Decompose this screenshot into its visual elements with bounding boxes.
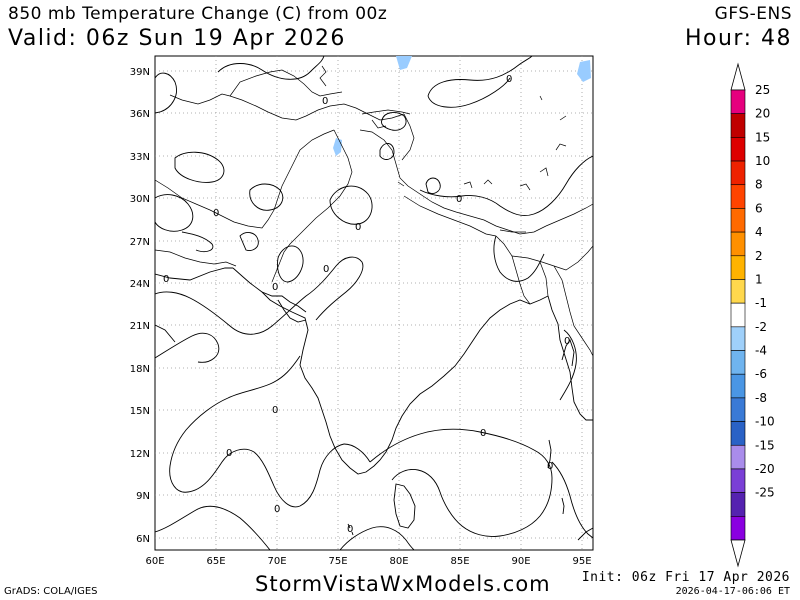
legend-swatch [730, 255, 746, 280]
legend-label: 20 [755, 107, 770, 121]
lat-label: 33N [130, 152, 150, 163]
legend-swatch [730, 231, 746, 257]
contour-label: 0 [456, 194, 462, 205]
lat-label: 12N [130, 449, 150, 460]
lat-label: 21N [130, 321, 150, 332]
legend-label: -15 [755, 438, 775, 452]
contour-label: 0 [564, 336, 570, 347]
lon-label: 75E [328, 556, 347, 567]
lat-label: 24N [130, 279, 150, 290]
lon-label: 65E [206, 556, 225, 567]
cold-patch [577, 60, 591, 82]
legend-label: 2 [755, 249, 763, 263]
legend-swatch [730, 516, 746, 541]
valid-time: Valid: 06z Sun 19 Apr 2026 [8, 26, 346, 51]
contour-label: 0 [272, 405, 278, 416]
contour-label: 0 [547, 461, 553, 472]
cold-patch [396, 56, 412, 70]
legend-swatch [730, 89, 746, 114]
lat-label: 18N [130, 364, 150, 375]
legend-label: 10 [755, 154, 770, 168]
lon-label: 70E [267, 556, 286, 567]
lon-label: 90E [511, 556, 530, 567]
contour-label: 0 [506, 74, 512, 85]
legend-swatch [730, 113, 746, 138]
legend-swatch [730, 208, 746, 233]
map-frame [154, 55, 594, 551]
generated-timestamp: 2026-04-17-06:06 ET [675, 586, 790, 597]
legend-label: -4 [755, 344, 767, 358]
cold-patch [333, 138, 342, 156]
legend-swatch [730, 421, 746, 446]
contour-label: 0 [213, 208, 219, 219]
legend-arrow-bottom [730, 539, 746, 568]
borders [155, 65, 593, 357]
map-title: 850 mb Temperature Change (C) from 00z [8, 4, 388, 24]
lat-label: 27N [130, 237, 150, 248]
lat-label: 6N [136, 534, 150, 545]
legend-label: -25 [755, 486, 775, 500]
longitude-labels: 60E 65E 70E 75E 80E 85E 90E 95E [145, 556, 591, 567]
contour-label: 0 [226, 448, 232, 459]
contour-label: 0 [323, 264, 329, 275]
legend-label: -1 [755, 296, 767, 310]
lon-label: 95E [572, 556, 591, 567]
legend-swatch [730, 279, 746, 304]
legend-label: 4 [755, 225, 763, 239]
legend-swatch [730, 397, 746, 422]
site-name: StormVistaWxModels.com [255, 572, 551, 596]
legend-swatch [730, 373, 746, 399]
legend-label: -8 [755, 391, 767, 405]
legend-swatch [730, 137, 746, 162]
contour-label: 0 [355, 222, 361, 233]
legend-swatch [730, 350, 746, 375]
legend-label: 6 [755, 201, 763, 215]
forecast-hour: Hour: 48 [684, 26, 792, 51]
init-time: Init: 06z Fri 17 Apr 2026 [581, 570, 790, 585]
legend-label: 1 [755, 272, 763, 286]
grads-credit: GrADS: COLA/IGES [4, 586, 98, 597]
legend-swatch [730, 184, 746, 209]
legend-label: 25 [755, 83, 770, 97]
contour-labels: 0 0 0 0 0 0 0 0 0 0 0 0 0 0 0 [163, 74, 570, 535]
legend-swatch [730, 492, 746, 517]
lon-label: 80E [389, 556, 408, 567]
lat-label: 36N [130, 109, 150, 120]
contour-label: 0 [163, 274, 169, 285]
lat-label: 9N [136, 491, 150, 502]
coastlines [155, 267, 593, 541]
lon-label: 85E [450, 556, 469, 567]
legend-label: -20 [755, 462, 775, 476]
legend-label: 15 [755, 130, 770, 144]
contour-label: 0 [322, 96, 328, 107]
legend-label: 8 [755, 178, 763, 192]
legend-label: -6 [755, 367, 767, 381]
legend-swatch [730, 468, 746, 493]
lat-label: 30N [130, 194, 150, 205]
legend-swatch [730, 326, 746, 351]
contour-label: 0 [480, 428, 486, 439]
contour-label: 0 [347, 524, 353, 535]
legend-swatch [730, 444, 746, 470]
legend-arrow-top [730, 62, 746, 91]
lat-label: 15N [130, 406, 150, 417]
color-bar-legend: 25 20 15 10 8 6 4 2 1 -1 -2 -4 -6 -8 -10 -15 -20 -25 [730, 62, 775, 568]
model-name: GFS-ENS [714, 4, 792, 24]
contour-label: 0 [272, 282, 278, 293]
legend-label: -10 [755, 415, 775, 429]
temperature-contours [155, 56, 593, 550]
legend-swatch [730, 160, 746, 186]
lon-label: 60E [145, 556, 164, 567]
legend-label: -2 [755, 320, 767, 334]
legend-swatch [730, 302, 746, 328]
latitude-labels: 39N 36N 33N 30N 27N 24N 21N 18N 15N 12N … [130, 67, 150, 545]
lat-label: 39N [130, 67, 150, 78]
contour-label: 0 [274, 504, 280, 515]
